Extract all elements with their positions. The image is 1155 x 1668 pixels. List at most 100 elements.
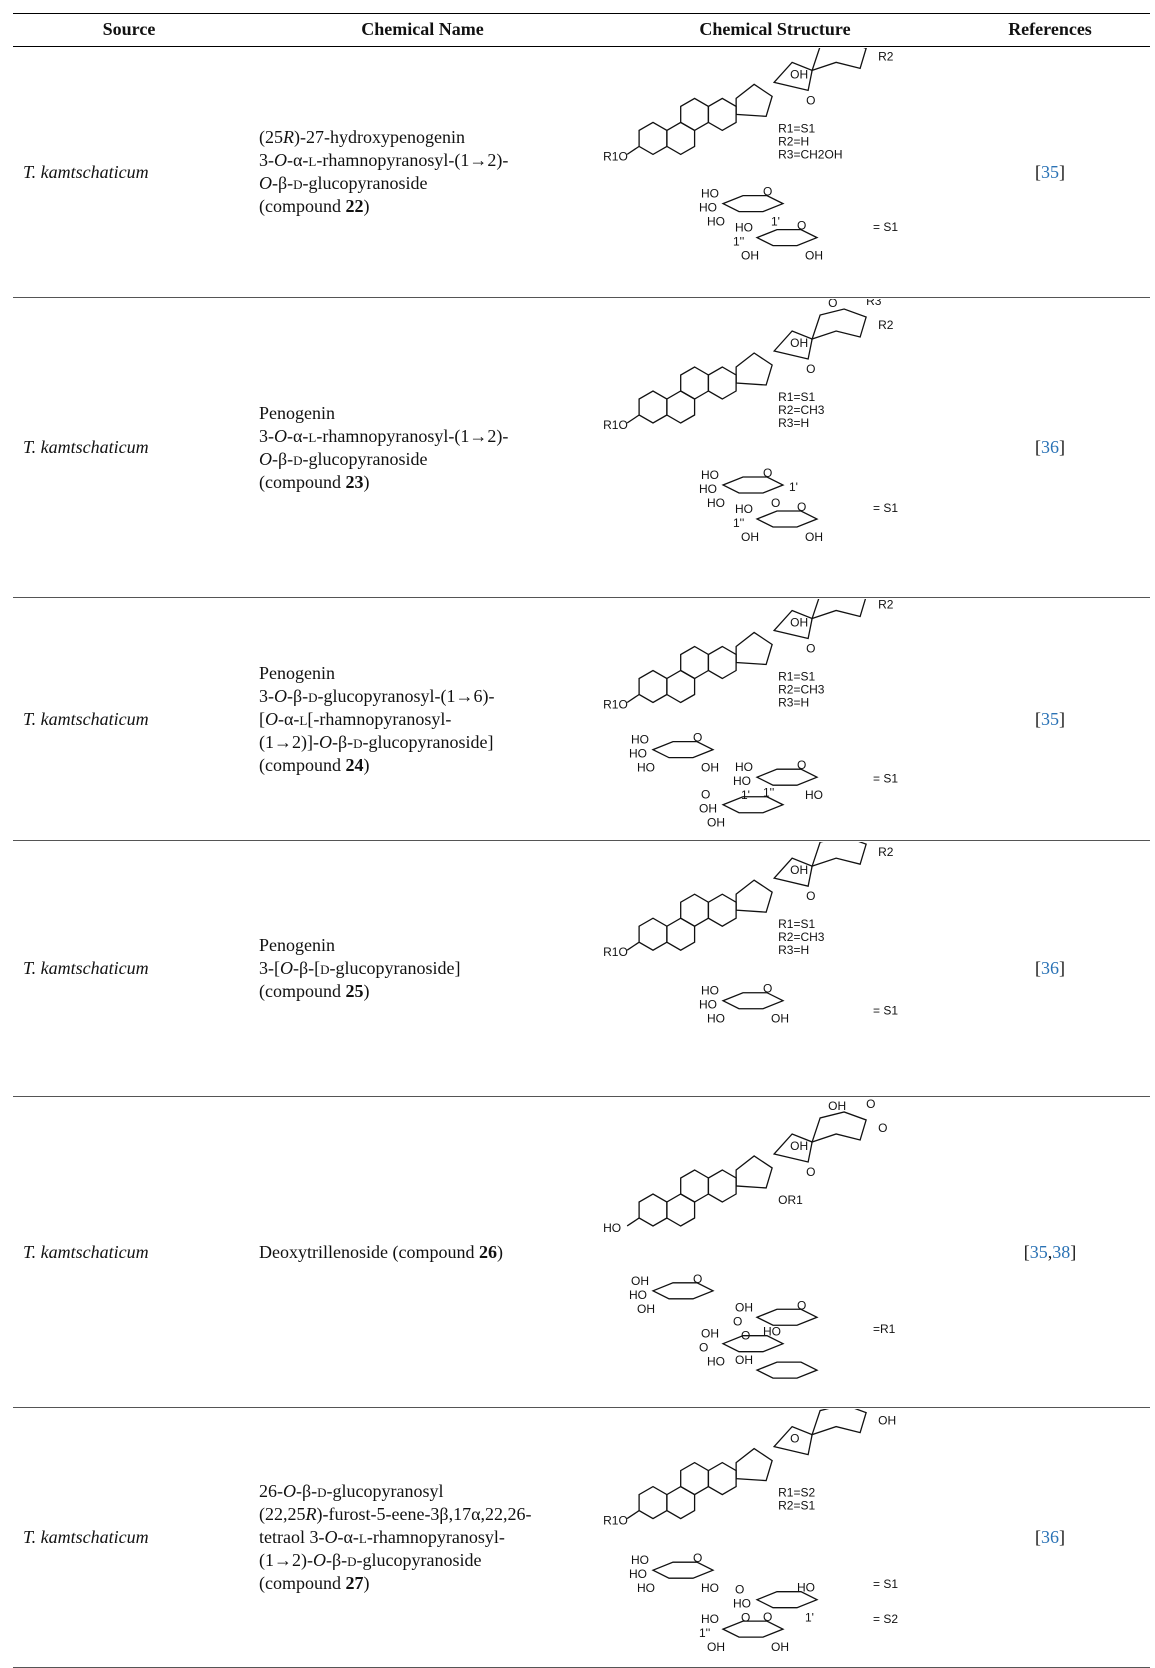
name-line: (compound 22): [259, 195, 508, 218]
atom-label: 1': [805, 1610, 814, 1624]
text-segment: (1→2)-: [259, 1550, 313, 1570]
link-label: = S1: [873, 1576, 898, 1590]
atom-label: O: [797, 218, 806, 232]
structure-cell: R1OR3R2OOHOR1=S1R2=CH3R3=HHOOHOHOO1'HOO1…: [573, 298, 953, 597]
reference-link[interactable]: 36: [1041, 957, 1059, 980]
text-segment: -glucopyranoside]: [330, 958, 461, 978]
text-segment: )-furost-5-eene-3β,17α,22,26-: [317, 1504, 532, 1524]
atom-label: HO: [701, 983, 719, 997]
chemical-structure: R1OR3R2OOHOR1=S1R2=CH3R3=HHOOHOHOOHHOOHO…: [573, 599, 953, 840]
reference-link[interactable]: 36: [1041, 1526, 1059, 1549]
source-cell: T. kamtschaticum: [23, 298, 245, 597]
ring: [667, 1486, 695, 1518]
atom-label: HO: [763, 1324, 781, 1338]
reference-cell: [36]: [950, 841, 1150, 1096]
reference-link[interactable]: 38: [1052, 1241, 1070, 1264]
text-segment: 23: [345, 472, 363, 492]
source-cell: T. kamtschaticum: [23, 47, 245, 297]
ring: [667, 391, 695, 423]
atom-label: HO: [707, 214, 725, 228]
chemical-name: Penogenin3-[O-β-[D-glucopyranoside](comp…: [259, 934, 461, 1003]
name-line: (compound 25): [259, 980, 461, 1003]
text-segment: -β-: [272, 449, 293, 469]
ring: [812, 599, 866, 618]
text-segment: [-rhamnopyranosyl-: [307, 709, 451, 729]
substituent-label: R1=S1: [778, 917, 815, 931]
text-segment: -glucopyranoside]: [363, 732, 494, 752]
atom-label: O: [797, 500, 806, 514]
atom-label: HO: [701, 1612, 719, 1626]
text-segment: ]: [1059, 161, 1065, 184]
atom-label: OH: [707, 815, 725, 829]
name-line: 3-O-α-L-rhamnopyranosyl-(1→2)-: [259, 425, 508, 448]
atom-label: HO: [699, 997, 717, 1011]
atom-label: OH: [805, 530, 823, 544]
ring: [736, 1448, 772, 1480]
atom-label: HO: [637, 1581, 655, 1595]
text-segment: )-27-hydroxypenogenin: [294, 127, 465, 147]
atom-label: OH: [790, 336, 808, 350]
substituent-label: R2=CH3: [778, 403, 825, 417]
text-segment: 24: [345, 755, 363, 775]
substituent-label: R1=S1: [778, 669, 815, 683]
atom-label: O: [790, 1431, 799, 1445]
atom-label: HO: [701, 468, 719, 482]
name-line: 26-O-β-D-glucopyranosyl: [259, 1480, 532, 1503]
sugar-ring: [757, 769, 817, 785]
ring: [639, 918, 667, 950]
atom-label: 1'': [763, 785, 774, 799]
ring: [639, 122, 667, 154]
text-segment: O: [283, 1481, 296, 1501]
text-segment: -α-: [287, 426, 308, 446]
atom-label: OH: [735, 1300, 753, 1314]
text-segment: 3-: [259, 426, 274, 446]
text-segment: D: [308, 686, 317, 706]
link-label: = S2: [873, 1612, 898, 1626]
reference-link[interactable]: 36: [1041, 436, 1059, 459]
reference-link[interactable]: 35: [1041, 708, 1059, 731]
reference-cell: [36]: [950, 298, 1150, 597]
sugar-ring: [653, 1562, 713, 1578]
source-cell: T. kamtschaticum: [23, 1408, 245, 1667]
link-label: = S1: [873, 1003, 898, 1017]
bond: [627, 942, 639, 950]
reference-link[interactable]: 35: [1041, 161, 1059, 184]
bond: [627, 694, 639, 702]
text-segment: R: [283, 127, 294, 147]
text-segment: D: [293, 173, 302, 193]
text-segment: 3-: [259, 686, 274, 706]
ring: [639, 391, 667, 423]
source: T. kamtschaticum: [23, 436, 149, 459]
ring: [708, 1462, 736, 1494]
text-segment: D: [347, 1550, 356, 1570]
atom-label: HO: [805, 788, 823, 802]
ring: [736, 353, 772, 385]
text-segment: -α-: [337, 1527, 358, 1547]
text-segment: -glucopyranoside: [357, 1550, 482, 1570]
name-line: [O-α-L[-rhamnopyranosyl-: [259, 708, 495, 731]
reference-link[interactable]: 35: [1030, 1241, 1048, 1264]
atom-label: OH: [741, 248, 759, 262]
atom-label: OH: [701, 1326, 719, 1340]
atom-label: R3: [866, 299, 882, 308]
name-line: (compound 27): [259, 1572, 532, 1595]
source: T. kamtschaticum: [23, 708, 149, 731]
bond: [627, 146, 639, 154]
table-row: T. kamtschaticumPenogenin3-O-β-D-glucopy…: [13, 598, 1150, 841]
text-segment: O: [274, 686, 287, 706]
text-segment: (25: [259, 127, 283, 147]
bond: [627, 415, 639, 423]
text-segment: O: [324, 1527, 337, 1547]
atom-label: HO: [629, 746, 647, 760]
bond: [627, 1217, 639, 1225]
text-segment: tetraol 3-: [259, 1527, 324, 1547]
text-segment: D: [293, 449, 302, 469]
substituent-label: R2=H: [778, 134, 809, 148]
structure-cell: R1OR3R2OOHOR1=S1R2=CH3R3=HHOOHOHOOHHOOHO…: [573, 598, 953, 840]
name-line: O-β-D-glucopyranoside: [259, 448, 508, 471]
text-segment: ]: [1059, 957, 1065, 980]
atom-label: O: [763, 981, 772, 995]
text-segment: Penogenin: [259, 935, 335, 955]
ring: [681, 646, 709, 678]
ring: [708, 98, 736, 130]
